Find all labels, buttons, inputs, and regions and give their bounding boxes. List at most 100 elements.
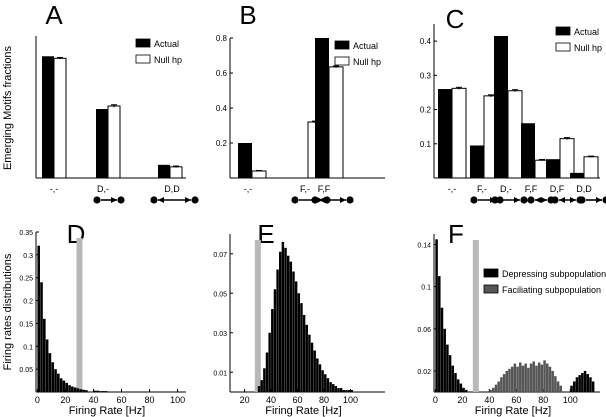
bar-null-d-f [559,138,575,179]
x-tick-label: 40 [266,395,276,405]
x-tick-label: 20 [60,395,70,405]
x-tick-label: 20 [240,395,250,405]
legend-label-actual: Actual [154,39,179,49]
arrow-head [541,197,547,203]
y-tick-label: 0.1 [421,285,431,292]
bar-null-d-d [583,156,599,179]
hist-bar-rates [101,391,105,392]
y-tick-label: 0.01 [213,370,227,377]
top-ylabel: Emerging Motifs fractions [2,45,14,170]
y-tick-label: 0.05 [19,367,33,374]
x-tick-label: 60 [511,395,521,405]
hist-bar-rates [40,282,43,392]
hist-bar-rates [318,364,322,392]
hist-bar-depressing-subpopulation [440,307,444,392]
hist-bar-faciliating-subpopulation [559,385,563,392]
hist-bar-faciliating-subpopulation [516,366,519,392]
bar-actual-f-f [315,38,329,178]
x-tick-label: 80 [145,395,155,405]
legend-label-null-hp: Null hp [574,43,602,53]
panel-letter: C [446,4,465,34]
x-axis-label: Firing Rate [Hz] [69,405,145,417]
hist-bar-faciliating-subpopulation [505,370,509,392]
x-tick-label: 0 [35,395,40,405]
hist-bar-depressing-subpopulation [586,374,590,392]
bar-null-f-f [328,66,344,179]
x-tick-label: 0 [433,395,438,405]
hist-bar-rates [104,391,108,392]
panel-b: B 0.2 0.4 0.6 0.8 -,- F,- F,F Actual Null hp [216,0,385,204]
hist-bar-faciliating-subpopulation [497,381,500,392]
motif-node [291,196,299,204]
y-tick-label: 0.2 [420,106,432,115]
y-tick-label: 0.03 [213,331,227,338]
motif-node [150,196,158,204]
bar-actual-f [470,145,484,178]
bar-actual-d-d [158,164,170,178]
bar-actual-d [96,109,108,178]
hist-bar-depressing-subpopulation [462,387,465,392]
hist-bar-rates [350,390,354,392]
legend-label-actual: Actual [574,27,599,37]
arrow-head [514,197,520,203]
hist-bar-rates [342,390,346,392]
motif-node [491,196,499,204]
category-label-f: F,- [477,184,487,194]
hist-bar-depressing-subpopulation [443,328,446,392]
x-tick-label: 80 [538,395,548,405]
hist-bar-depressing-subpopulation [446,344,449,392]
motif-node [602,196,606,204]
hist-bar-rates [302,314,306,392]
hist-bar-rates [286,255,290,392]
y-tick-label: 0.05 [213,291,227,298]
hist-bar-rates [339,388,343,392]
x-tick-label: 40 [484,395,494,405]
category-label-d-d: D,D [576,184,592,194]
hist-bar-rates [345,390,348,392]
hist-bar-faciliating-subpopulation [543,360,546,392]
hist-bar-faciliating-subpopulation [492,387,495,392]
y-tick-label: 0.25 [19,276,33,283]
x-tick-label: 20 [457,395,467,405]
x-tick-label: 80 [319,395,329,405]
bar-actual-f-f [521,123,535,178]
hist-bar-faciliating-subpopulation [489,389,492,392]
legend-swatch-faciliating-subpopulation [483,284,499,294]
y-tick-label: 0.15 [19,321,33,328]
motif-node [520,196,528,204]
panel-letter: D [67,219,86,249]
hist-bar-faciliating-subpopulation [540,364,544,392]
x-tick-label: 40 [88,395,98,405]
hist-bar-rates [85,390,88,392]
category-label-d-d: D,D [164,184,180,194]
y-tick-label: 0.14 [417,243,431,250]
y-tick-label: 0.4 [216,104,228,113]
hist-bar-faciliating-subpopulation [537,362,541,392]
motif-node [527,196,535,204]
category-label-f-f: F,F [318,184,331,194]
bar-null-d [107,105,121,179]
x-tick-label: 60 [293,395,303,405]
threshold-line [472,240,479,392]
hist-bar-depressing-subpopulation [451,365,455,392]
hist-bar-rates [276,269,279,392]
hist-bar-rates [332,384,335,392]
hist-bar-faciliating-subpopulation [508,368,511,392]
hist-bar-faciliating-subpopulation [521,365,525,392]
y-tick-label: 0.07 [213,252,227,259]
hist-bar-faciliating-subpopulation [551,370,554,392]
hist-bar-rates [54,369,57,392]
panel-letter: A [45,0,63,30]
hist-bar-faciliating-subpopulation [554,376,557,392]
hist-bar-rates [68,385,71,392]
hist-bar-rates [51,362,55,392]
x-tick-label: 100 [343,395,358,405]
hist-bar-rates [326,378,330,392]
hist-bar-rates [281,241,285,392]
y-tick-label: 0.3 [23,253,33,260]
hist-bar-rates [329,382,332,392]
hist-bar-rates [48,353,52,392]
hist-bar-rates [271,309,274,392]
hist-bar-rates [260,380,263,392]
hist-bar-rates [37,245,41,392]
